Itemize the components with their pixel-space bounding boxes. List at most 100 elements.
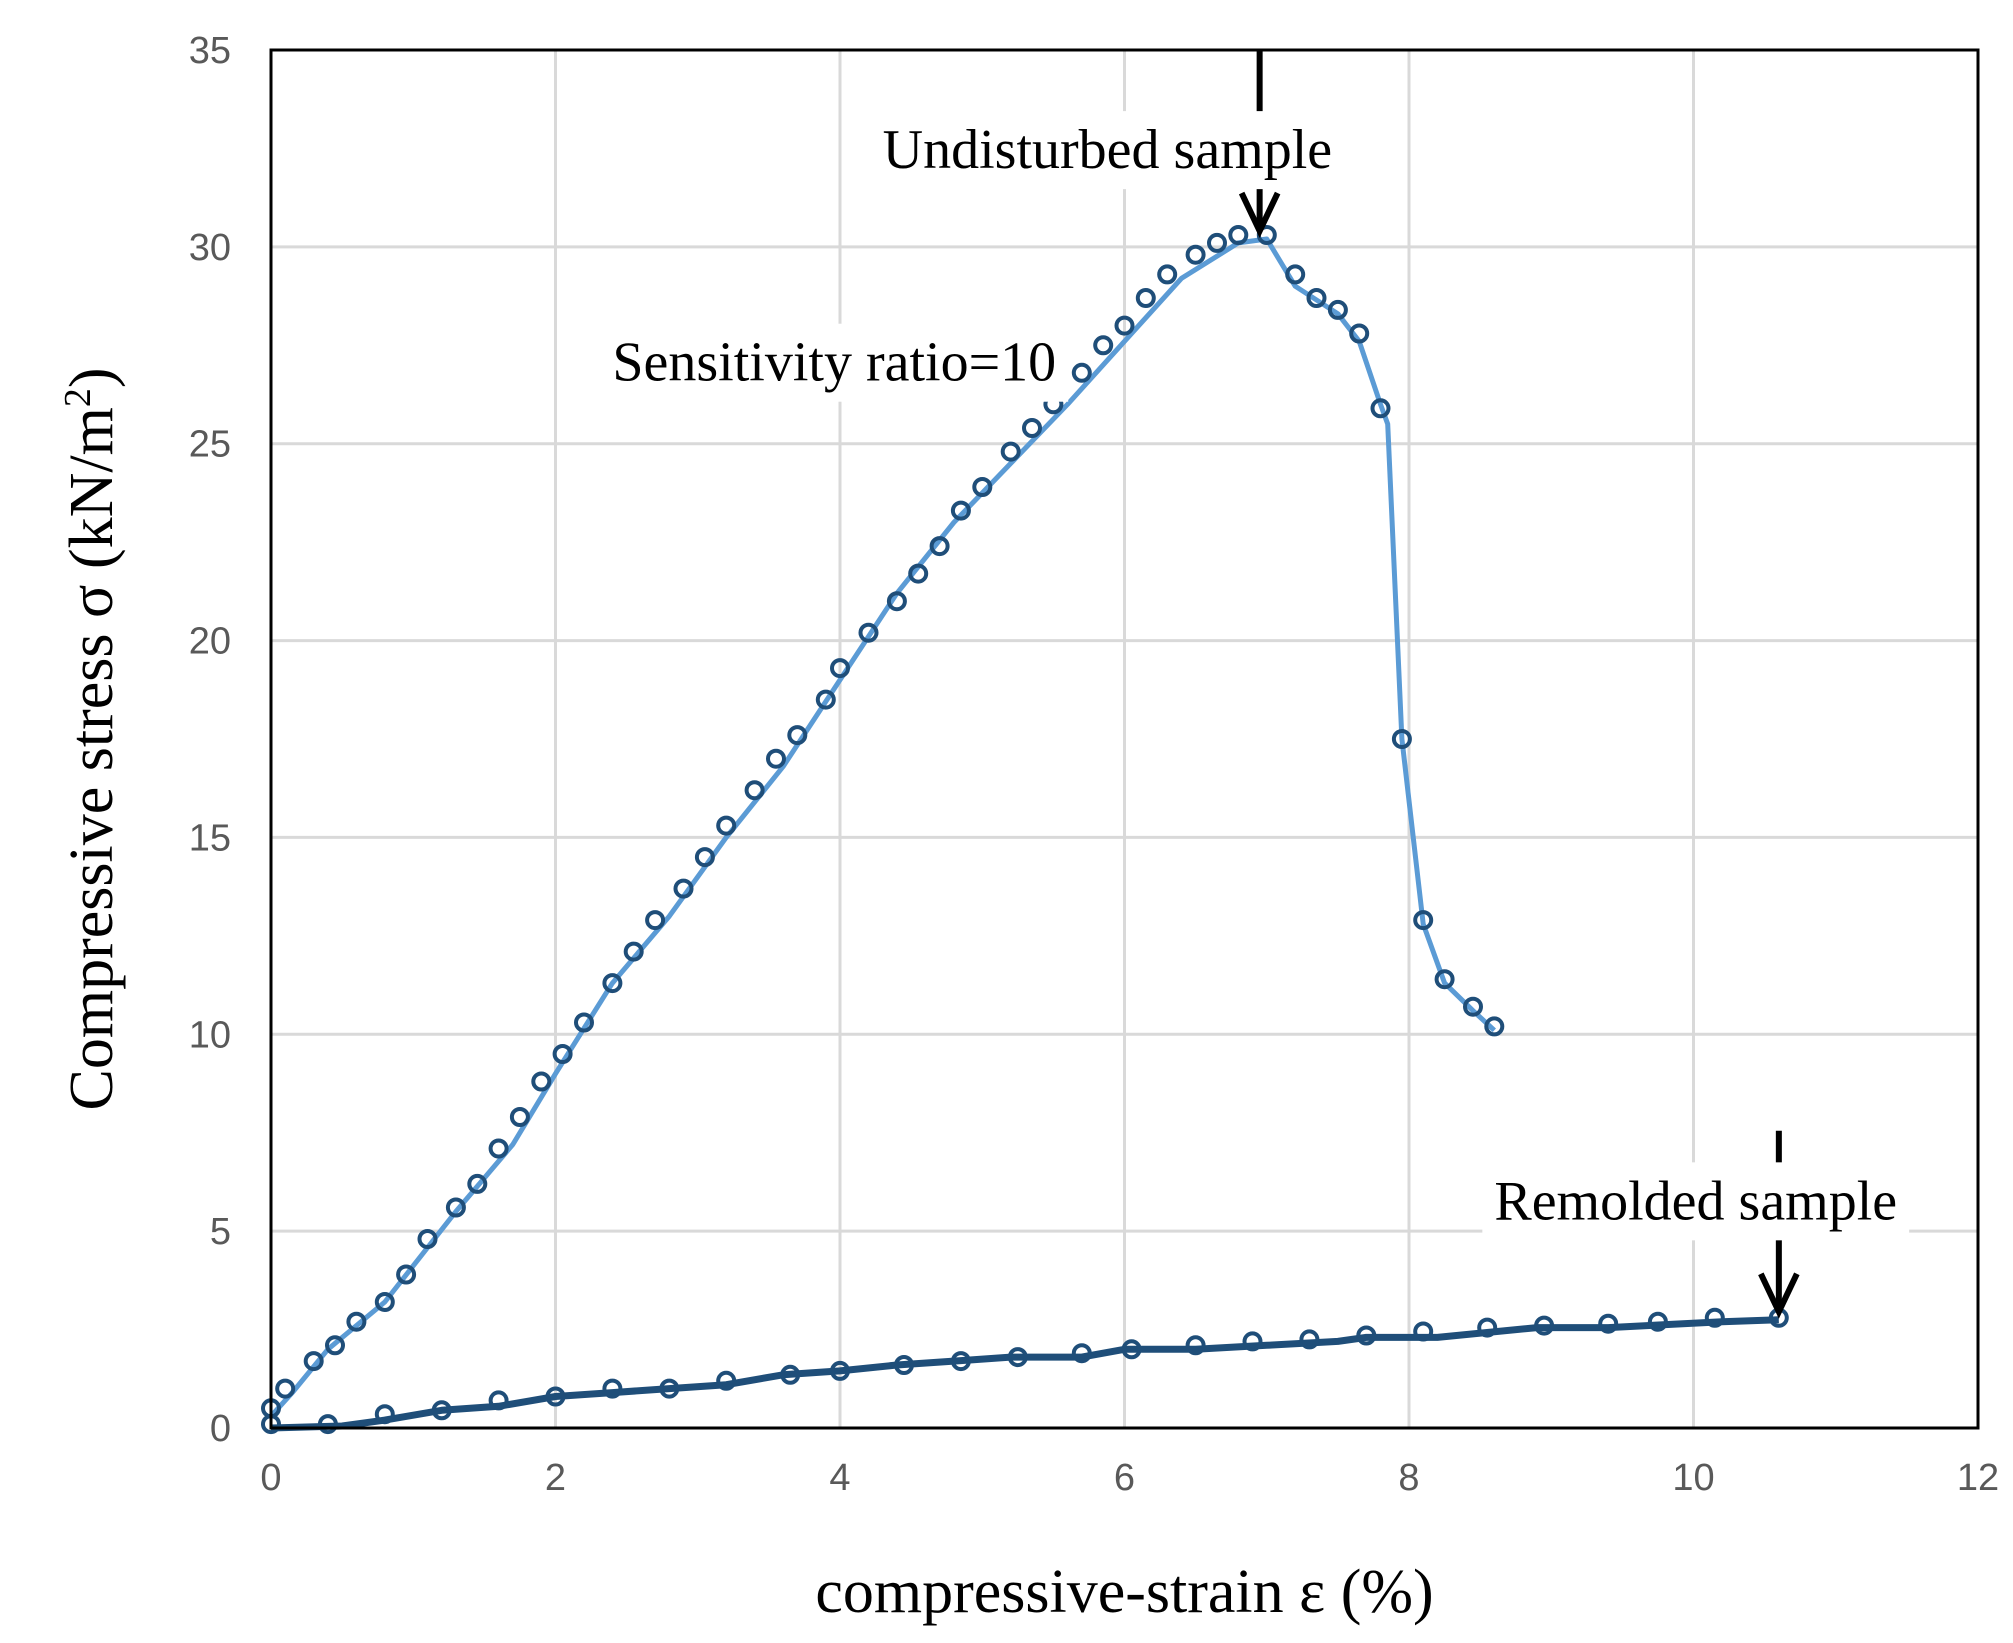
data-point [886,591,907,612]
x-tick-label: 2 [545,1457,566,1499]
data-point [1356,1325,1377,1346]
data-point [1121,1339,1142,1360]
data-point [908,563,929,584]
data-point [396,1264,417,1285]
x-axis-title: compressive-strain ε (%) [815,1558,1433,1626]
data-point [1207,232,1227,253]
y-tick-label: 10 [189,1014,231,1056]
y-tick-label: 0 [210,1408,231,1450]
data-point [1370,398,1391,419]
data-point [1114,315,1135,336]
data-point [317,1414,338,1435]
annotation-undisturbed-sample: Undisturbed sample [883,119,1332,181]
y-tick-label: 35 [189,30,231,72]
x-tick-label: 0 [260,1457,281,1499]
annotation-background [870,111,1345,190]
data-point [1007,1347,1028,1368]
data-point [374,1404,395,1425]
annotation-sensitivity-ratio-10: Sensitivity ratio=10 [612,332,1056,394]
series-line-undisturbed-sample [269,236,1496,1418]
data-point [858,622,879,643]
data-point [1434,969,1455,990]
arrow-head [1758,1272,1800,1319]
data-point [1477,1317,1498,1338]
data-point [509,1107,530,1127]
data-point [1285,264,1306,285]
data-point [659,1378,680,1399]
data-point [787,725,808,746]
y-tick-label: 20 [189,621,231,663]
plot-area-border [269,48,1980,1430]
data-point [1093,335,1114,356]
data-point [275,1378,296,1399]
data-point [303,1351,324,1372]
data-point [950,500,971,521]
y-tick-label: 15 [189,817,231,859]
data-point [1306,288,1327,308]
series-undisturbed-sample [261,225,1505,1419]
data-point [1413,910,1434,931]
data-point [602,973,623,994]
y-axis-ticks: 0 5 10 15 20 25 30 35 [189,30,231,1450]
y-tick-label: 30 [189,227,231,269]
data-point [830,1360,850,1381]
y-tick-label: 25 [189,424,231,466]
annotations: Undisturbed sample Sensitivity ratio=10 Re… [600,50,1910,1319]
data-point [1349,323,1370,344]
data-point [972,477,993,497]
series-remolded-sample [261,1307,1789,1435]
data-point [1185,244,1206,265]
y-axis-title-main: Compressive stress σ (kN/m [58,407,126,1110]
x-tick-label: 6 [1114,1457,1135,1499]
data-point [1704,1307,1725,1328]
data-point [374,1292,395,1312]
x-tick-label: 10 [1672,1457,1714,1499]
data-point [716,1370,737,1391]
data-point [574,1012,594,1033]
annotation-remolded-sample: Remolded sample [1494,1170,1897,1232]
data-point [1000,441,1021,462]
data-point [346,1311,367,1332]
data-point [1484,1016,1505,1037]
data-point [1071,362,1092,383]
data-point [1534,1315,1555,1336]
data-point [1463,996,1483,1017]
data-point [950,1351,971,1372]
annotation-background [1482,1162,1910,1241]
y-axis-title-superscript: 2 [57,388,99,407]
data-point [1327,299,1348,320]
series-group [261,225,1789,1435]
data-point [1185,1335,1206,1356]
data-point [1228,225,1249,245]
data-point [488,1390,509,1411]
data-point [694,847,715,868]
data-point [645,910,666,931]
data-point [830,658,850,679]
data-point [716,815,737,836]
y-tick-label: 5 [210,1211,231,1253]
data-point [417,1229,438,1249]
data-point [623,941,644,962]
data-point [1242,1331,1263,1352]
data-point [815,689,836,710]
data-point [488,1138,509,1159]
data-point [1647,1311,1668,1332]
data-point [894,1355,914,1375]
y-axis-title: Compressive stress σ (kN/m2) [57,368,126,1111]
data-point [1157,264,1178,285]
x-tick-label: 12 [1957,1457,1999,1499]
data-point [1022,418,1042,438]
data-point [1413,1321,1434,1342]
data-point [929,536,950,557]
data-point [325,1335,345,1356]
data-point [766,748,786,769]
arrow-head [1238,191,1281,239]
data-point [552,1044,573,1064]
data-point [1598,1313,1619,1334]
data-point [431,1400,452,1421]
x-tick-label: 8 [1398,1457,1419,1499]
data-point [1071,1343,1092,1364]
data-point [1135,288,1156,308]
series-line-remolded-sample [270,1316,1779,1432]
